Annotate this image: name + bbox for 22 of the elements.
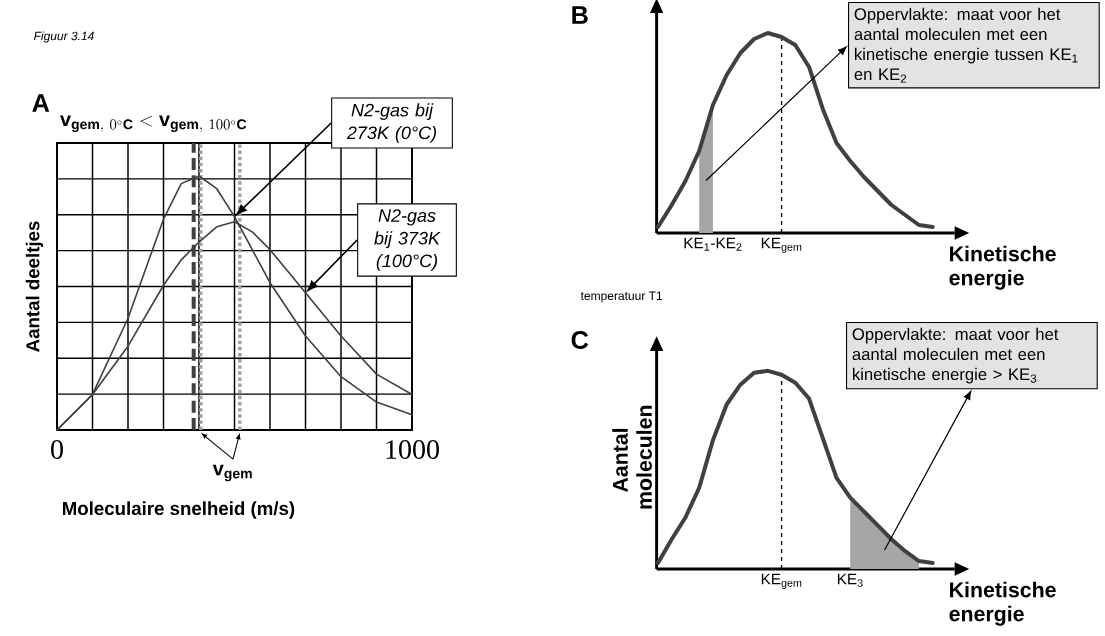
annotation: Oppervlakte: maat voor het aantal moleculen met een kinetische energie > KE$_{3}$	[852, 327, 1059, 384]
text: Figuur 3.14	[33, 31, 94, 43]
text: v$_{gem}$	[212, 464, 252, 482]
text: temperatuur T1	[580, 291, 663, 303]
x-tick-label: 0	[51, 440, 63, 459]
x-tick-label: 1000	[386, 440, 439, 459]
x-axis-title: Moleculaire snelheid (m/s)	[62, 501, 295, 519]
x-tick-label: KE$_{gem}$	[761, 237, 802, 253]
x-tick-label: KE$_{3}$	[837, 573, 863, 587]
y-axis-title: Aantal deeltjes	[25, 221, 44, 352]
x-axis-title: Kinetische energie	[949, 245, 1056, 290]
y-axis-title: Aantal moleculen	[612, 405, 652, 509]
text: N2-gas bij 273K (0°C)	[346, 103, 437, 143]
text: A	[32, 94, 50, 112]
x-tick-label: KE$_{1}$-KE$_{2}$	[684, 237, 742, 251]
text: C	[571, 331, 589, 349]
annotation: N2-gas bij 373K (100°C)	[374, 209, 441, 271]
x-tick-label: KE$_{gem}$	[761, 573, 802, 589]
text: Oppervlakte: maat voor het aantal moleculen met een kinetische energie tussen KE$_{1}$ en KE$_{2}$	[854, 7, 1078, 83]
x-axis-title: Kinetische energie	[949, 581, 1056, 626]
text: B	[572, 6, 588, 24]
chart-title: $\mathbf{v}_{\mathbf{gem},\ 0^{\circ}\mathbf{C}} < \mathbf{v}_{\mathbf{gem},\ 100^{\circ}\mathbf{C}}$	[60, 115, 247, 133]
